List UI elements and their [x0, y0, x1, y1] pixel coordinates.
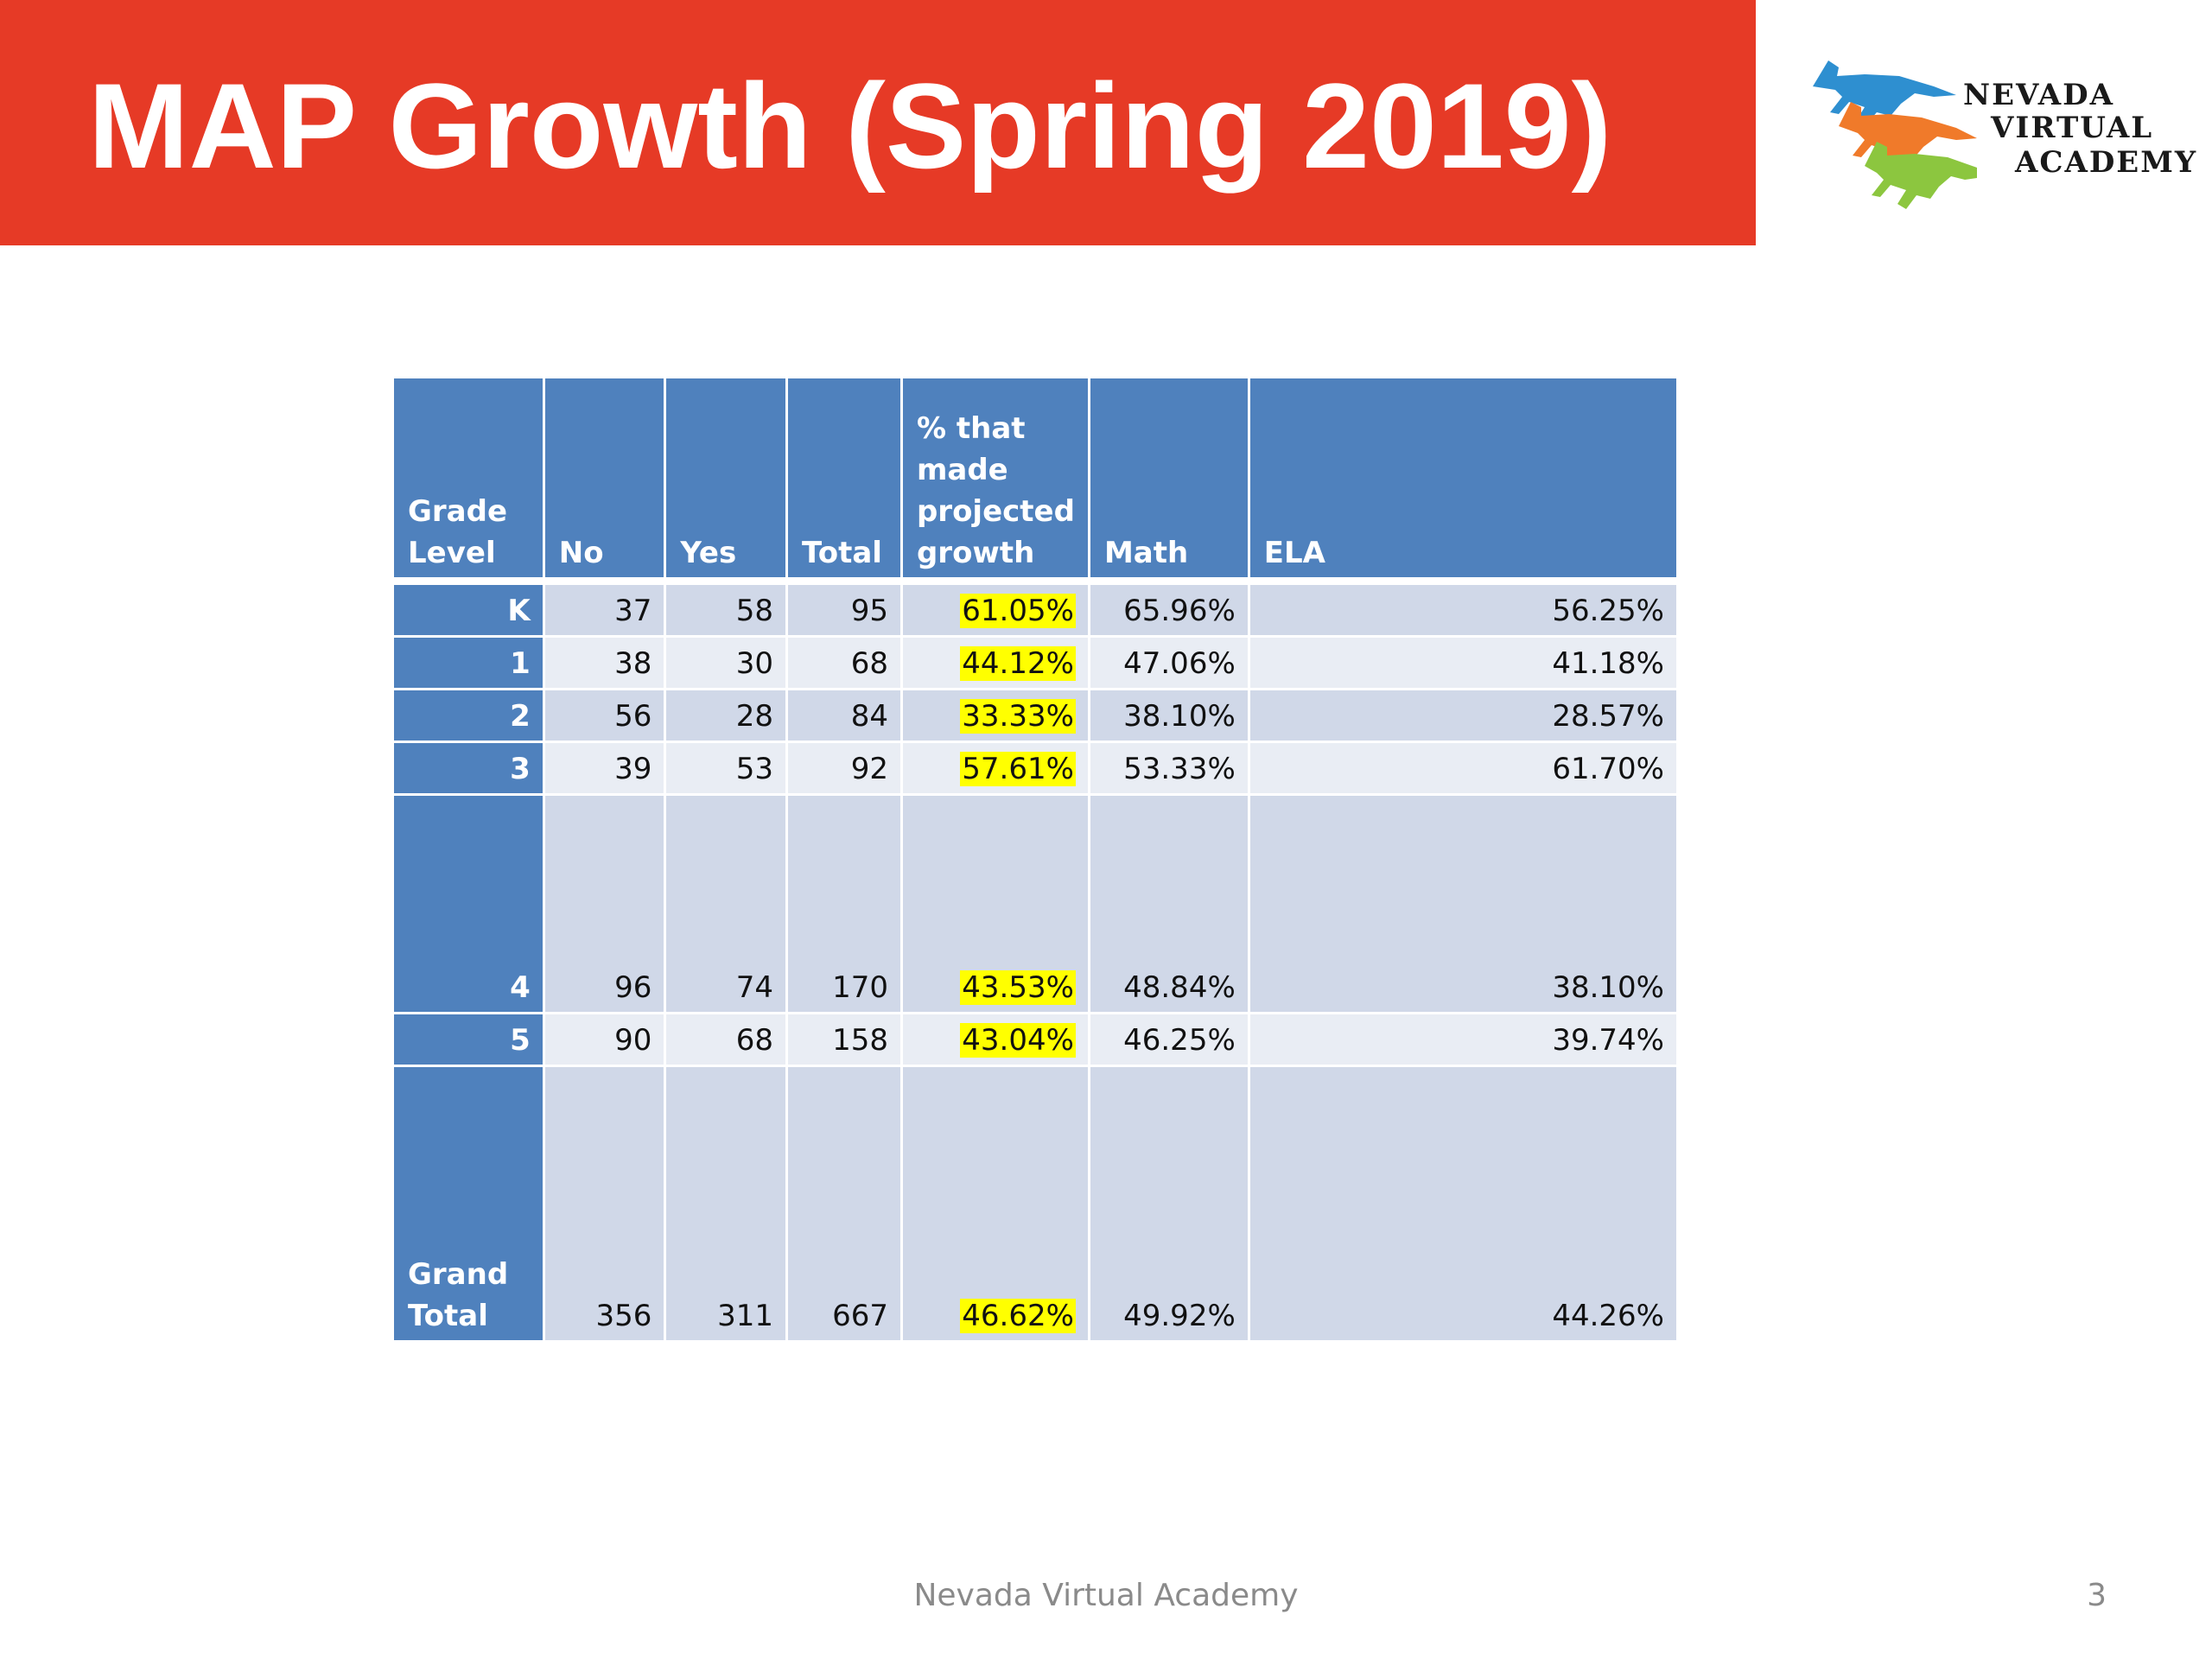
orange-horse-icon: [1839, 102, 1977, 169]
math-cell: 38.10%: [1090, 690, 1248, 741]
logo-text-academy: ACADEMY: [2015, 145, 2198, 180]
total-cell: 170: [788, 796, 900, 1012]
grade-cell: 4: [394, 796, 543, 1012]
table-row: 5 90 68 158 43.04% 46.25% 39.74%: [394, 1014, 1676, 1065]
total-cell: 95: [788, 585, 900, 635]
header-grade-level: Grade Level: [394, 378, 543, 582]
math-cell: 46.25%: [1090, 1014, 1248, 1065]
total-cell: 68: [788, 638, 900, 688]
math-cell: 47.06%: [1090, 638, 1248, 688]
total-cell: 158: [788, 1014, 900, 1065]
title-banner: MAP Growth (Spring 2019): [0, 0, 1756, 245]
ela-cell: 38.10%: [1249, 796, 1676, 1012]
logo-text-virtual: VIRTUAL: [1991, 111, 2154, 145]
yes-cell: 58: [666, 585, 786, 635]
grade-cell: 2: [394, 690, 543, 741]
total-cell: 84: [788, 690, 900, 741]
table-row: 3 39 53 92 57.61% 53.33% 61.70%: [394, 743, 1676, 793]
map-growth-table: Grade Level No Yes Total % that made pro…: [391, 376, 1679, 1343]
table-row: 1 38 30 68 44.12% 47.06% 41.18%: [394, 638, 1676, 688]
math-cell: 49.92%: [1090, 1067, 1248, 1340]
pct-cell: 43.53%: [902, 796, 1088, 1012]
math-cell: 65.96%: [1090, 585, 1248, 635]
ela-cell: 28.57%: [1249, 690, 1676, 741]
yes-cell: 68: [666, 1014, 786, 1065]
total-cell: 92: [788, 743, 900, 793]
ela-cell: 41.18%: [1249, 638, 1676, 688]
logo-text-nevada: NEVADA: [1963, 78, 2114, 112]
no-cell: 38: [544, 638, 664, 688]
pct-cell: 61.05%: [902, 585, 1088, 635]
grade-cell: K: [394, 585, 543, 635]
pct-cell: 57.61%: [902, 743, 1088, 793]
grand-total-label: Grand Total: [394, 1067, 543, 1340]
no-cell: 96: [544, 796, 664, 1012]
yes-cell: 74: [666, 796, 786, 1012]
table-row: 2 56 28 84 33.33% 38.10% 28.57%: [394, 690, 1676, 741]
grade-cell: 1: [394, 638, 543, 688]
yes-cell: 311: [666, 1067, 786, 1340]
header-percent-projected-growth: % that made projected growth: [902, 378, 1088, 582]
pct-cell: 33.33%: [902, 690, 1088, 741]
yes-cell: 30: [666, 638, 786, 688]
pct-highlight: 33.33%: [960, 699, 1076, 734]
no-cell: 37: [544, 585, 664, 635]
slide-page-number: 3: [2087, 1578, 2107, 1613]
pct-highlight: 46.62%: [960, 1299, 1076, 1333]
header-no: No: [544, 378, 664, 582]
pct-highlight: 61.05%: [960, 594, 1076, 628]
header-math: Math: [1090, 378, 1248, 582]
total-cell: 667: [788, 1067, 900, 1340]
green-horse-icon: [1865, 142, 1977, 209]
no-cell: 39: [544, 743, 664, 793]
math-cell: 48.84%: [1090, 796, 1248, 1012]
no-cell: 56: [544, 690, 664, 741]
grade-cell: 3: [394, 743, 543, 793]
pct-highlight: 43.53%: [960, 970, 1076, 1005]
pct-highlight: 44.12%: [960, 646, 1076, 681]
header-yes: Yes: [666, 378, 786, 582]
grand-total-row: Grand Total 356 311 667 46.62% 49.92% 44…: [394, 1067, 1676, 1340]
slide-title: MAP Growth (Spring 2019): [88, 58, 1612, 194]
footer-organization: Nevada Virtual Academy: [913, 1578, 1299, 1613]
nevada-virtual-academy-logo: NEVADA VIRTUAL ACADEMY: [1804, 52, 2196, 216]
pct-cell: 46.62%: [902, 1067, 1088, 1340]
ela-cell: 56.25%: [1249, 585, 1676, 635]
grade-cell: 5: [394, 1014, 543, 1065]
ela-cell: 44.26%: [1249, 1067, 1676, 1340]
header-ela: ELA: [1249, 378, 1676, 582]
no-cell: 356: [544, 1067, 664, 1340]
ela-cell: 39.74%: [1249, 1014, 1676, 1065]
yes-cell: 28: [666, 690, 786, 741]
pct-cell: 43.04%: [902, 1014, 1088, 1065]
table-row: K 37 58 95 61.05% 65.96% 56.25%: [394, 585, 1676, 635]
no-cell: 90: [544, 1014, 664, 1065]
table-row: 4 96 74 170 43.53% 48.84% 38.10%: [394, 796, 1676, 1012]
running-horses-icon: [1813, 60, 1977, 209]
math-cell: 53.33%: [1090, 743, 1248, 793]
pct-highlight: 57.61%: [960, 752, 1076, 786]
blue-horse-icon: [1813, 60, 1956, 126]
pct-cell: 44.12%: [902, 638, 1088, 688]
ela-cell: 61.70%: [1249, 743, 1676, 793]
table-header-row: Grade Level No Yes Total % that made pro…: [394, 378, 1676, 582]
header-total: Total: [788, 378, 900, 582]
pct-highlight: 43.04%: [960, 1023, 1076, 1058]
yes-cell: 53: [666, 743, 786, 793]
